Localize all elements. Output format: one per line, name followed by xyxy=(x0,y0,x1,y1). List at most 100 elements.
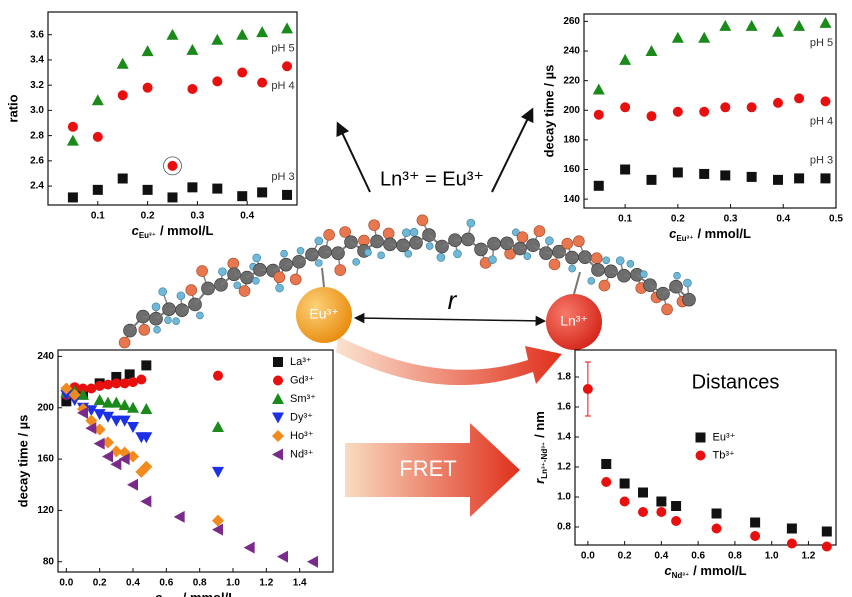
y-tick-label: 2.8 xyxy=(30,130,44,141)
y-tick-label: 2.6 xyxy=(30,155,44,166)
atom xyxy=(561,237,574,250)
atom xyxy=(587,277,596,285)
data-point xyxy=(672,106,683,117)
legend-label: Sm³⁺ xyxy=(290,393,316,405)
y-tick-label: 260 xyxy=(563,16,580,27)
data-point xyxy=(671,516,682,526)
data-point xyxy=(281,22,294,34)
bond xyxy=(321,267,325,288)
plot-frame xyxy=(574,349,837,546)
x-tick-label: 0.3 xyxy=(724,214,738,225)
data-point xyxy=(719,19,732,31)
atom xyxy=(404,249,413,258)
atom xyxy=(252,253,261,263)
data-point xyxy=(720,170,731,181)
fret-arrow xyxy=(345,423,520,517)
data-point xyxy=(257,77,268,88)
axis-label: cLn³⁺/ mmol/L xyxy=(155,590,236,597)
atom xyxy=(153,325,161,334)
legend-marker xyxy=(273,357,283,367)
atom xyxy=(368,219,380,231)
acceptor-label: Ln³⁺ xyxy=(560,313,588,329)
data-point xyxy=(102,396,114,408)
axis-unit: / mmol/L xyxy=(183,590,237,597)
data-point xyxy=(593,180,604,191)
x-tick-label: 0.4 xyxy=(240,211,254,222)
y-tick-label: 220 xyxy=(563,75,580,86)
data-point xyxy=(140,460,153,473)
y-tick-label: 240 xyxy=(37,351,54,362)
axis-label: ratio xyxy=(5,94,20,122)
data-point xyxy=(773,174,784,185)
atom xyxy=(233,281,242,290)
data-point xyxy=(136,374,147,385)
atom xyxy=(196,311,204,320)
atom xyxy=(314,259,323,267)
axis-unit: / mmol/L xyxy=(693,563,747,578)
legend-marker xyxy=(272,430,284,442)
x-tick-label: 0.8 xyxy=(728,551,742,562)
transfer-arrow xyxy=(336,336,562,386)
data-point xyxy=(141,360,152,371)
axis-label: decay time / µs xyxy=(15,415,30,508)
atom xyxy=(523,252,532,261)
data-point xyxy=(127,478,138,491)
x-tick-label: 0.4 xyxy=(654,551,668,562)
data-point xyxy=(593,109,604,120)
data-point xyxy=(140,432,153,444)
data-point xyxy=(173,510,185,523)
legend-marker xyxy=(273,375,283,386)
data-point xyxy=(140,495,152,508)
data-point xyxy=(671,501,682,511)
data-point xyxy=(592,83,605,95)
axis-subscript: Eu³⁺ xyxy=(139,231,156,240)
atom xyxy=(238,285,251,297)
y-tick-label: 180 xyxy=(563,135,580,146)
data-point xyxy=(85,422,97,435)
distance-label: r xyxy=(448,285,458,315)
data-point xyxy=(60,389,73,401)
atom xyxy=(280,249,288,258)
data-point xyxy=(646,174,657,185)
data-point xyxy=(212,76,223,87)
data-point xyxy=(127,401,139,413)
legend-marker xyxy=(272,448,283,461)
fret-label: FRET xyxy=(399,456,456,481)
y-tick-label: 1.0 xyxy=(557,492,571,503)
legend-marker xyxy=(272,412,284,424)
axis-symbol: c xyxy=(664,563,672,578)
data-point xyxy=(638,507,649,517)
data-point xyxy=(212,183,223,194)
data-point xyxy=(746,102,757,113)
data-point xyxy=(142,184,153,195)
data-point xyxy=(166,28,179,40)
data-point xyxy=(619,496,630,507)
axis-symbol: r xyxy=(532,478,547,484)
data-point xyxy=(750,517,761,528)
data-point xyxy=(102,436,114,449)
data-point xyxy=(212,523,223,536)
data-point xyxy=(773,97,784,108)
data-point xyxy=(93,423,106,436)
x-tick-label: 0.2 xyxy=(618,551,632,562)
y-tick-label: 3.4 xyxy=(30,55,44,66)
y-tick-label: 200 xyxy=(37,402,54,413)
atom xyxy=(227,257,240,270)
data-point xyxy=(793,19,806,31)
data-point xyxy=(786,523,797,534)
data-point xyxy=(620,164,631,175)
y-tick-label: 3.0 xyxy=(30,105,44,116)
data-point xyxy=(620,102,631,113)
atom xyxy=(598,279,611,292)
data-point xyxy=(111,378,122,389)
data-point xyxy=(601,477,612,487)
x-tick-label: 1.4 xyxy=(293,578,307,589)
axis-unit: / nm xyxy=(532,411,547,438)
data-point xyxy=(85,405,98,417)
axis-subscript: Ln³⁺-Nd³⁺ xyxy=(540,442,549,479)
atom xyxy=(218,267,227,276)
data-point xyxy=(601,459,612,469)
axis-unit: / mmol/L xyxy=(697,226,751,241)
data-point xyxy=(671,31,684,43)
atom xyxy=(323,229,335,241)
